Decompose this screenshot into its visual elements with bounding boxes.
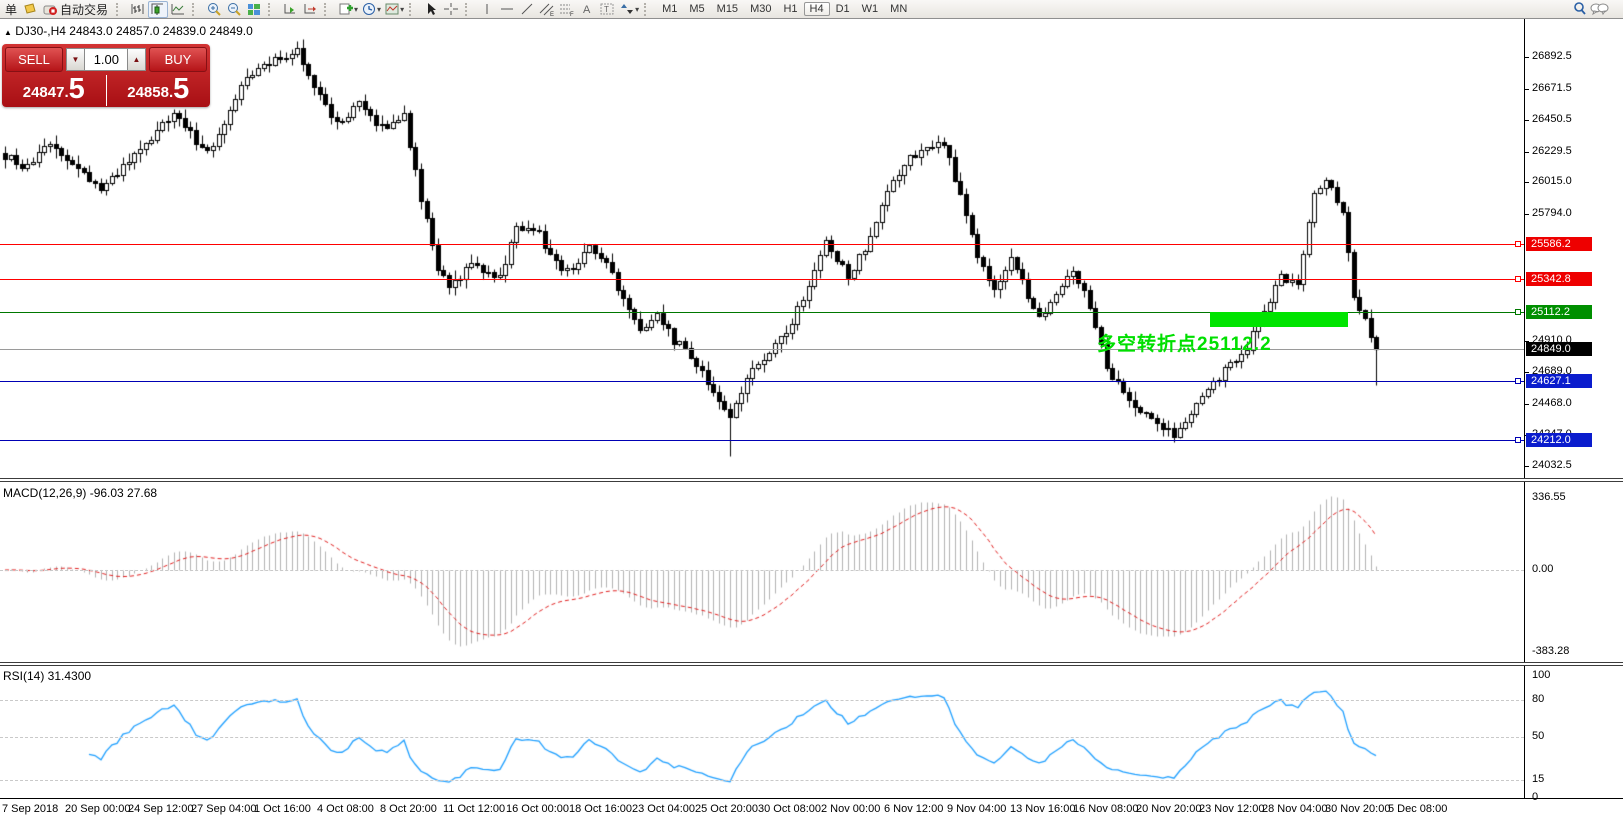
date-tick-label: 28 Nov 04:00	[1262, 803, 1328, 815]
level-line-marker[interactable]	[1515, 308, 1521, 315]
price-tick-label: 26229.5	[1532, 144, 1572, 157]
date-tick-label: 1 Oct 16:00	[254, 803, 311, 815]
level-line-25342.8[interactable]	[0, 278, 1524, 280]
date-tick-label: 18 Oct 16:00	[569, 803, 632, 815]
price-tick-mark	[1524, 182, 1529, 184]
rsi-level-line-50	[0, 737, 1524, 738]
price-tick-mark	[1524, 120, 1529, 122]
date-tick-label: 16 Oct 00:00	[506, 803, 569, 815]
volume-field[interactable]: 1.00	[85, 48, 127, 71]
date-tick-label: 9 Nov 04:00	[947, 803, 1007, 815]
date-tick-label: 6 Nov 12:00	[884, 803, 944, 815]
price-tick-label: 26015.0	[1532, 175, 1572, 188]
date-tick-label: 25 Oct 20:00	[695, 803, 758, 815]
price-tick-mark	[1524, 151, 1529, 153]
price-tick-mark	[1524, 372, 1529, 374]
sell-price-big: 5	[68, 73, 85, 105]
highlight-rectangle[interactable]	[1210, 311, 1348, 327]
price-tick-label: 24468.0	[1532, 396, 1572, 409]
buy-price[interactable]: 24858. 5	[107, 73, 211, 106]
level-line-25112.2[interactable]	[0, 311, 1524, 313]
symbol-period-label: DJ30-,H4	[15, 24, 66, 38]
buy-price-big: 5	[173, 73, 190, 105]
date-tick-label: 30 Oct 08:00	[758, 803, 821, 815]
date-tick-label: 4 Oct 08:00	[317, 803, 374, 815]
chart-window-title: ▲ DJ30-,H4 24843.0 24857.0 24839.0 24849…	[4, 24, 253, 38]
macd-indicator-label: MACD(12,26,9) -96.03 27.68	[3, 486, 158, 500]
macd-tick-label: -383.28	[1532, 645, 1570, 658]
date-tick-label: 7 Sep 2018	[2, 803, 59, 815]
date-tick-label: 13 Nov 16:00	[1010, 803, 1076, 815]
price-tick-mark	[1524, 340, 1529, 342]
annotation-text[interactable]: 多空转折点25112.2	[1097, 333, 1272, 355]
rsi-level-line-80	[0, 700, 1524, 702]
volume-decrease-button[interactable]: ▼	[66, 48, 85, 71]
sell-button[interactable]: SELL	[5, 47, 63, 72]
price-axis-border	[1524, 19, 1525, 798]
date-tick-label: 27 Sep 04:00	[191, 803, 257, 815]
buy-button[interactable]: BUY	[149, 47, 207, 72]
level-line-marker[interactable]	[1515, 437, 1521, 444]
ohlc-values: 24843.0 24857.0 24839.0 24849.0	[69, 24, 253, 38]
level-line-24212.0[interactable]	[0, 440, 1524, 442]
level-line-25586.2[interactable]	[0, 243, 1524, 245]
rsi-indicator-label: RSI(14) 31.4300	[3, 669, 92, 683]
price-badge-24627.1: 24627.1	[1526, 373, 1592, 388]
window-collapse-icon[interactable]: ▲	[4, 28, 12, 37]
rsi-level-line-15	[0, 779, 1524, 781]
price-tick-label: 25794.0	[1532, 207, 1572, 220]
panel-divider-rsi[interactable]	[0, 662, 1623, 666]
price-badge-24212.0: 24212.0	[1526, 433, 1592, 448]
level-line-marker[interactable]	[1515, 240, 1521, 247]
rsi-tick-label: 100	[1532, 669, 1551, 681]
price-tick-mark	[1524, 214, 1529, 216]
price-badge-25586.2: 25586.2	[1526, 236, 1592, 251]
date-tick-label: 8 Oct 20:00	[380, 803, 437, 815]
price-tick-label: 26671.5	[1532, 81, 1572, 94]
price-tick-label: 26450.5	[1532, 113, 1572, 126]
rsi-tick-label: 15	[1532, 772, 1545, 785]
date-tick-label: 23 Nov 12:00	[1199, 803, 1265, 815]
macd-tick-label: 336.55	[1532, 490, 1566, 503]
price-badge-24849.0: 24849.0	[1526, 342, 1592, 357]
level-line-marker[interactable]	[1515, 377, 1521, 384]
sell-price[interactable]: 24847. 5	[2, 73, 106, 106]
price-tick-mark	[1524, 88, 1529, 90]
price-tick-label: 24032.5	[1532, 459, 1572, 471]
date-tick-label: 30 Nov 20:00	[1325, 803, 1391, 815]
date-tick-label: 16 Nov 08:00	[1073, 803, 1139, 815]
buy-price-small: 24858.	[127, 84, 174, 101]
sell-price-small: 24847.	[22, 84, 69, 101]
date-tick-label: 20 Nov 20:00	[1136, 803, 1202, 815]
price-badge-25342.8: 25342.8	[1526, 271, 1592, 286]
date-tick-label: 23 Oct 04:00	[632, 803, 695, 815]
level-line-marker[interactable]	[1515, 275, 1521, 282]
level-line-24627.1[interactable]	[0, 380, 1524, 382]
date-tick-label: 24 Sep 12:00	[128, 803, 194, 815]
price-tick-mark	[1524, 403, 1529, 405]
price-tick-mark	[1524, 466, 1529, 467]
macd-zero-line	[0, 570, 1524, 571]
volume-stepper: ▼ 1.00 ▲	[66, 48, 146, 71]
trade-panel-divider	[105, 75, 107, 106]
price-badge-25112.2: 25112.2	[1526, 304, 1592, 319]
rsi-tick-label: 80	[1532, 693, 1545, 706]
price-tick-label: 26892.5	[1532, 50, 1572, 62]
price-tick-mark	[1524, 57, 1529, 58]
one-click-trading-panel: SELL ▼ 1.00 ▲ BUY 24847. 5 24858. 5	[2, 44, 210, 107]
date-tick-label: 5 Dec 08:00	[1388, 803, 1448, 815]
date-tick-label: 2 Nov 00:00	[821, 803, 881, 815]
date-tick-label: 11 Oct 12:00	[443, 803, 506, 815]
volume-increase-button[interactable]: ▲	[127, 48, 146, 71]
rsi-tick-label: 0	[1532, 791, 1539, 803]
rsi-tick-label: 50	[1532, 730, 1545, 742]
level-line-24849.0[interactable]	[0, 349, 1524, 351]
date-tick-label: 20 Sep 00:00	[65, 803, 131, 815]
macd-tick-label: 0.00	[1532, 563, 1554, 575]
date-axis-separator	[0, 798, 1623, 799]
panel-divider-macd[interactable]	[0, 478, 1623, 482]
